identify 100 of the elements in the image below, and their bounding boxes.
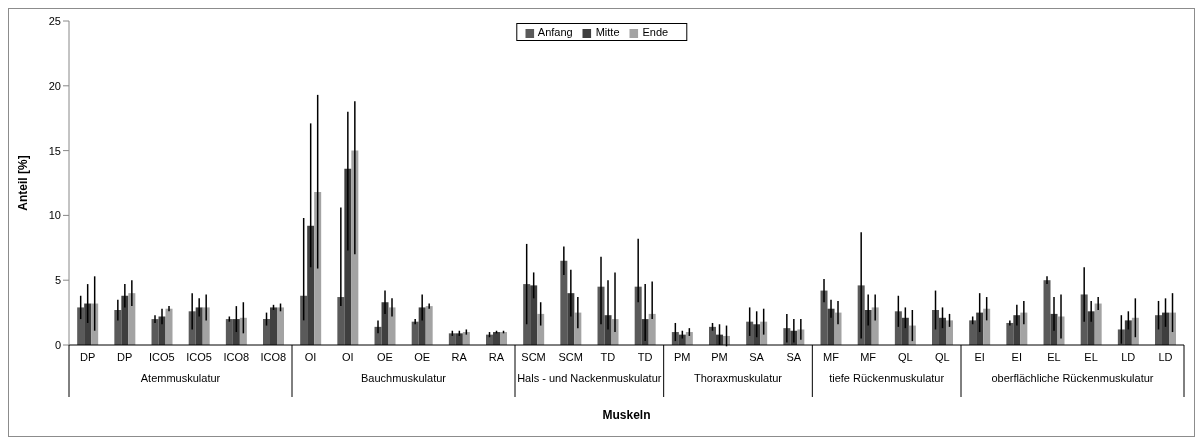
bar — [560, 260, 568, 345]
bar — [277, 307, 285, 345]
x-tick-label: RA — [488, 350, 505, 363]
bar — [634, 286, 642, 345]
y-tick-label: 5 — [54, 274, 61, 287]
y-tick-label: 10 — [48, 209, 61, 222]
x-tick-label: OE — [376, 350, 393, 363]
bar — [946, 320, 954, 345]
bar — [932, 310, 940, 345]
bar — [493, 332, 501, 345]
text: oberflächliche Rückenmuskulatur — [990, 371, 1155, 385]
bar — [114, 310, 122, 345]
bar — [1155, 315, 1163, 345]
bar — [411, 321, 419, 345]
bar — [523, 284, 531, 345]
x-tick-label: EL — [1047, 350, 1061, 363]
bar — [121, 295, 129, 345]
x-tick-label: EL — [1084, 350, 1098, 363]
x-tick-label: PM — [674, 350, 691, 363]
bar — [232, 319, 240, 345]
x-tick-label: ICO5 — [149, 350, 175, 363]
x-tick-label: ICO8 — [223, 350, 250, 363]
bar — [314, 192, 322, 345]
bar — [500, 332, 508, 345]
bar — [760, 321, 768, 345]
bar — [448, 333, 456, 345]
bar — [84, 303, 92, 345]
bar — [969, 320, 977, 345]
x-tick-label: QL — [897, 350, 913, 363]
y-tick-label: 20 — [48, 79, 61, 92]
y-tick-label: 25 — [48, 14, 61, 27]
bar — [983, 308, 991, 345]
x-tick-label: TD — [637, 350, 653, 363]
bar — [307, 225, 315, 345]
x-tick-label: LD — [1158, 350, 1173, 363]
bar — [165, 308, 173, 345]
bar — [195, 307, 203, 345]
x-tick-label: TD — [600, 350, 616, 363]
bar — [871, 307, 879, 345]
bar — [158, 316, 166, 345]
bar — [337, 297, 345, 345]
bar — [425, 306, 433, 345]
y-tick-label: 15 — [48, 144, 61, 157]
bar — [827, 308, 835, 345]
x-tick-label: EI — [974, 350, 985, 363]
text: tiefe Rückenmuskulatur — [828, 371, 946, 385]
bar — [1043, 280, 1051, 345]
bar — [151, 319, 159, 345]
bar — [1006, 322, 1014, 345]
x-tick-label: OI — [304, 350, 317, 363]
bar — [1162, 312, 1170, 345]
y-tick-label: 0 — [54, 338, 61, 351]
bar — [300, 295, 308, 345]
x-tick-label: EI — [1011, 350, 1022, 363]
bar — [77, 307, 85, 345]
bar — [263, 319, 271, 345]
x-tick-label: ICO8 — [260, 350, 287, 363]
x-tick-label: QL — [935, 350, 950, 363]
x-tick-label: OI — [341, 350, 354, 363]
bar — [418, 307, 426, 345]
bar — [270, 307, 278, 345]
x-tick-label: SCM — [521, 350, 546, 363]
legend-label: Mitte — [595, 26, 620, 38]
bar — [894, 311, 902, 345]
bar — [685, 332, 693, 345]
x-tick-label: SA — [749, 350, 765, 363]
bar — [239, 317, 247, 345]
bar — [537, 313, 545, 345]
bar — [1124, 320, 1132, 345]
x-tick-label: OE — [414, 350, 431, 363]
bar — [901, 317, 909, 345]
x-tick-label: LD — [1121, 350, 1136, 363]
text: Hals - und Nackenmuskulatur — [517, 371, 662, 385]
y-axis-title: Anteil [%] — [16, 155, 31, 211]
text: Bauchmuskulatur — [360, 371, 447, 385]
x-tick-label: DP — [117, 350, 133, 363]
legend-label: Anfang — [537, 26, 573, 38]
bar — [388, 307, 396, 345]
x-tick-label: RA — [451, 350, 468, 363]
bar — [820, 290, 828, 345]
x-tick-label: SA — [786, 350, 802, 363]
bar — [939, 317, 947, 345]
bar — [91, 303, 99, 345]
legend-label: Ende — [642, 26, 669, 38]
bar — [462, 332, 470, 345]
text: Atemmuskulatur — [139, 371, 222, 385]
bar — [225, 319, 233, 345]
x-tick-label: PM — [711, 350, 728, 363]
bar — [709, 326, 717, 345]
bar — [455, 333, 463, 345]
bar — [1094, 303, 1102, 345]
bar — [648, 313, 656, 345]
bar — [1087, 311, 1095, 345]
bar — [1169, 312, 1177, 345]
x-tick-label: MF — [860, 350, 877, 363]
bar — [128, 293, 136, 345]
bar — [202, 307, 210, 345]
bar — [753, 324, 761, 345]
x-tick-label: DP — [79, 350, 96, 363]
x-axis-title: Muskeln — [601, 408, 652, 422]
